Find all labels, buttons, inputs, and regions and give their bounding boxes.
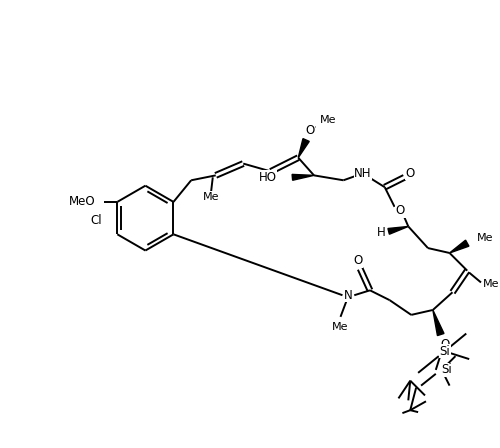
- Text: H: H: [376, 226, 385, 239]
- Text: Me: Me: [477, 233, 494, 243]
- Text: O: O: [306, 124, 314, 137]
- Text: N: N: [344, 289, 352, 302]
- Polygon shape: [298, 138, 310, 158]
- Text: Me: Me: [320, 115, 336, 125]
- Text: O: O: [354, 254, 363, 267]
- Text: HO: HO: [258, 171, 276, 184]
- Text: Me: Me: [483, 280, 500, 289]
- Text: O: O: [406, 167, 415, 180]
- Text: Cl: Cl: [90, 214, 102, 227]
- Text: Si: Si: [442, 363, 452, 376]
- Text: Me: Me: [332, 322, 349, 332]
- Text: NH: NH: [354, 167, 372, 180]
- Text: O: O: [440, 338, 450, 351]
- Polygon shape: [433, 310, 444, 336]
- Polygon shape: [450, 240, 469, 253]
- Polygon shape: [292, 174, 314, 180]
- Polygon shape: [388, 226, 408, 234]
- Text: MeO: MeO: [69, 195, 96, 208]
- Text: Me: Me: [202, 192, 219, 202]
- Text: O: O: [396, 204, 405, 217]
- Text: Si: Si: [440, 345, 450, 358]
